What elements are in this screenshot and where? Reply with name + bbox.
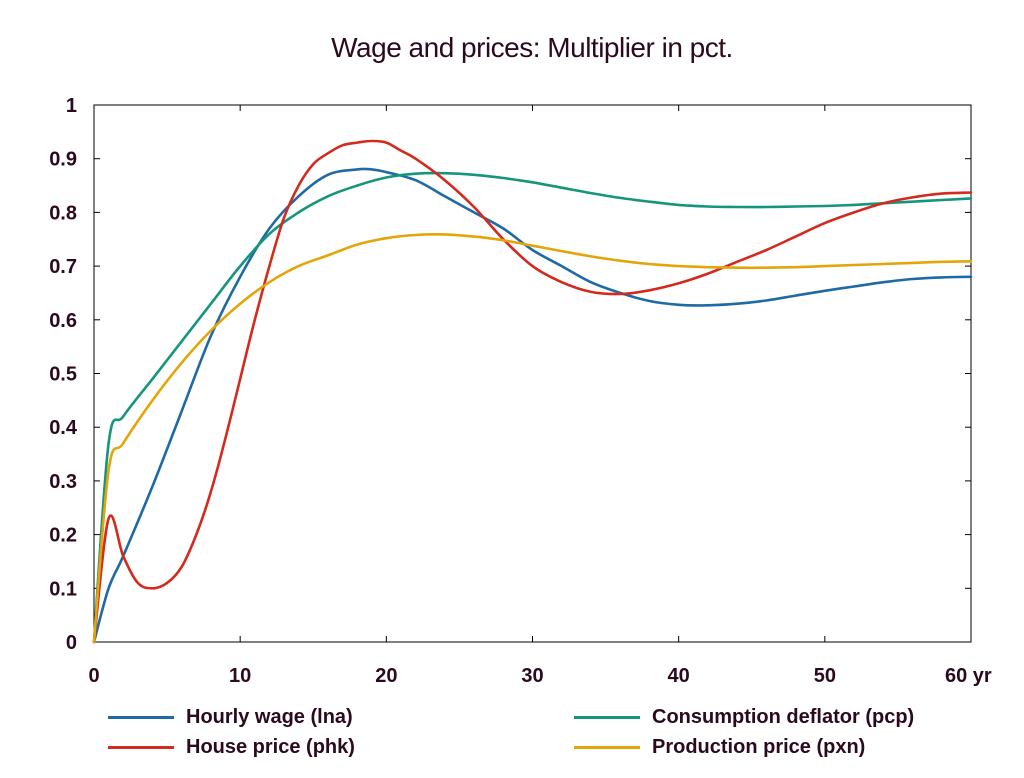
y-tick-label: 0.2 <box>49 525 77 547</box>
y-tick-label: 0 <box>66 632 77 654</box>
x-tick-label: 60 yr <box>945 665 992 687</box>
axis-ticks: 00.10.20.30.40.50.60.70.80.910 10 20 30 40 50… <box>49 95 992 687</box>
x-tick-label: 40 <box>668 665 690 687</box>
y-tick-label: 0.6 <box>49 310 77 332</box>
legend-item: House price (phk) <box>108 732 355 762</box>
y-tick-label: 0.9 <box>49 149 77 171</box>
legend-swatch <box>574 715 640 719</box>
x-tick-label: 50 <box>814 665 836 687</box>
legend-item: Consumption deflator (pcp) <box>574 702 914 732</box>
series-line-0 <box>92 167 973 644</box>
legend-label: House price (phk) <box>186 735 355 758</box>
y-tick-label: 0.1 <box>49 578 77 600</box>
legend: Hourly wage (lna) Consumption deflator (p… <box>108 702 988 766</box>
legend-swatch <box>574 745 640 749</box>
series-line-1 <box>92 171 973 644</box>
y-tick-label: 0.3 <box>49 471 77 493</box>
legend-label: Hourly wage (lna) <box>186 705 353 728</box>
legend-item: Hourly wage (lna) <box>108 702 353 732</box>
legend-label: Consumption deflator (pcp) <box>652 705 915 728</box>
y-tick-label: 0.5 <box>49 364 77 386</box>
legend-label: Production price (pxn) <box>652 735 866 758</box>
series-line-2 <box>92 139 973 644</box>
legend-swatch <box>108 715 174 719</box>
line-chart: 00.10.20.30.40.50.60.70.80.910 10 20 30 40 50… <box>49 95 992 687</box>
chart-title: Wage and prices: Multiplier in pct. <box>331 32 733 63</box>
legend-swatch <box>108 745 174 749</box>
y-tick-label: 1 <box>66 95 77 117</box>
y-tick-label: 0.8 <box>49 202 77 224</box>
x-tick-label: 10 <box>229 665 251 687</box>
series-line-3 <box>92 232 973 644</box>
legend-item: Production price (pxn) <box>574 732 865 762</box>
x-tick-label: 30 <box>521 665 543 687</box>
plot-area-frame <box>93 104 972 643</box>
y-tick-label: 0.4 <box>49 417 78 439</box>
series-lines <box>92 139 973 644</box>
x-tick-label: 20 <box>375 665 397 687</box>
y-tick-label: 0.7 <box>49 256 77 278</box>
x-tick-label: 0 <box>88 665 99 687</box>
